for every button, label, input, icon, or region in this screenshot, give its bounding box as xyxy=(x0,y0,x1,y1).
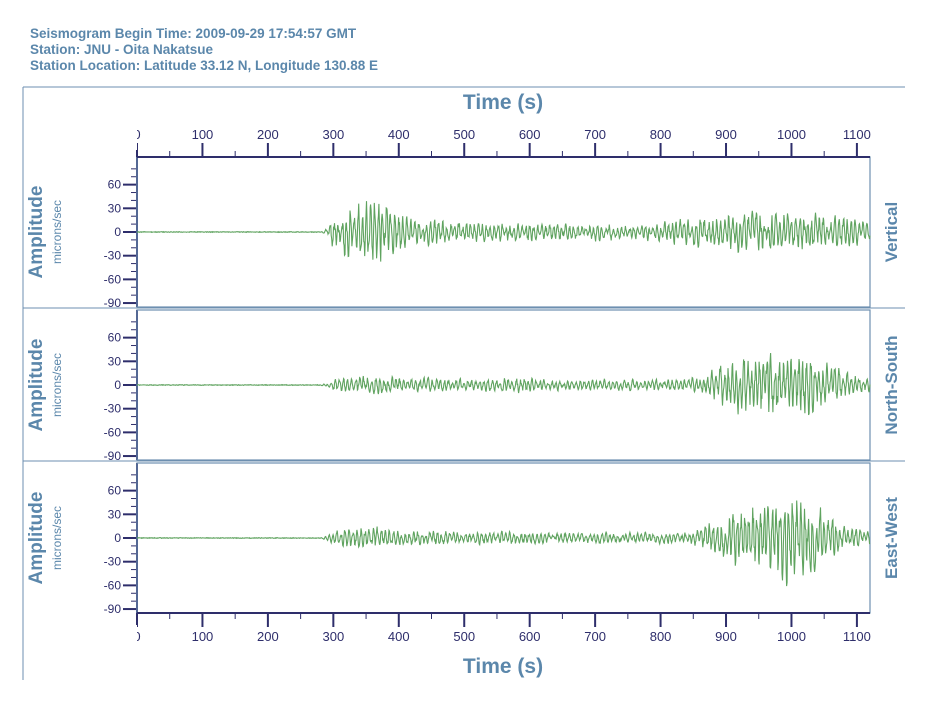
y-tick-label: -60 xyxy=(104,272,122,286)
time-axis-bottom: 010020030040050060070080090010001100Time… xyxy=(133,612,871,678)
panel-vertical: -90 -60 -30 0 30 60 Amplitude microns/sec Vertic… xyxy=(26,156,901,310)
units-label: microns/sec xyxy=(50,353,64,417)
tick-clip-bottom-left xyxy=(128,625,137,651)
waveform-north-south xyxy=(136,352,871,416)
x-tick-label: 700 xyxy=(584,127,606,142)
station-location-label: Station Location: Latitude 33.12 N, Long… xyxy=(30,58,379,73)
x-tick-label: 400 xyxy=(388,127,410,142)
panel-north-south: -90 -60 -30 0 30 60 Amplitude microns/sec North-… xyxy=(26,309,901,463)
time-axis-title: Time (s) xyxy=(463,655,543,678)
amplitude-label: Amplitude xyxy=(26,186,47,279)
x-tick-label: 600 xyxy=(519,629,541,644)
time-axes: 010020030040050060070080090010001100Time… xyxy=(128,91,881,678)
tick-clip-top xyxy=(871,120,881,150)
x-tick-label: 1000 xyxy=(777,629,806,644)
time-axis-top: 010020030040050060070080090010001100Time… xyxy=(133,91,871,158)
waveform-east-west xyxy=(136,500,871,587)
x-tick-label: 1100 xyxy=(843,629,871,644)
component-label-vertical: Vertical xyxy=(882,202,901,263)
outer-frame xyxy=(22,86,905,680)
units-label: microns/sec xyxy=(50,506,64,570)
x-tick-label: 800 xyxy=(650,629,672,644)
panel-east-west: -90 -60 -30 0 30 60 Amplitude microns/sec East-W… xyxy=(26,462,901,616)
component-label-east-west: East-West xyxy=(882,497,901,579)
tick-clip-top-left xyxy=(128,120,137,150)
x-tick-label: 200 xyxy=(257,127,279,142)
x-tick-label: 400 xyxy=(388,629,410,644)
begin-time-label: Seismogram Begin Time: 2009-09-29 17:54:… xyxy=(30,26,357,41)
y-tick-label: 60 xyxy=(108,331,122,345)
y-tick-label: 60 xyxy=(108,178,122,192)
x-tick-label: 500 xyxy=(453,629,475,644)
y-tick-label: -60 xyxy=(104,425,122,439)
y-tick-label: 60 xyxy=(108,484,122,498)
y-tick-label: 30 xyxy=(108,354,122,368)
y-tick-label: -90 xyxy=(104,449,122,463)
y-tick-label: -60 xyxy=(104,578,122,592)
x-tick-label: 300 xyxy=(322,127,344,142)
y-tick-label: -90 xyxy=(104,296,122,310)
y-tick-label: -30 xyxy=(104,402,122,416)
units-label: microns/sec xyxy=(50,200,64,264)
amplitude-label: Amplitude xyxy=(26,339,47,432)
y-tick-label: -30 xyxy=(104,555,122,569)
x-tick-label: 500 xyxy=(453,127,475,142)
x-tick-label: 200 xyxy=(257,629,279,644)
amplitude-label: Amplitude xyxy=(26,492,47,585)
station-label: Station: JNU - Oita Nakatsue xyxy=(30,42,214,57)
x-tick-label: 900 xyxy=(715,127,737,142)
chart-header: Seismogram Begin Time: 2009-09-29 17:54:… xyxy=(30,26,378,74)
x-tick-label: 700 xyxy=(584,629,606,644)
y-tick-label: 30 xyxy=(108,201,122,215)
y-tick-label: 30 xyxy=(108,507,122,521)
time-axis-title: Time (s) xyxy=(463,91,543,114)
component-label-north-south: North-South xyxy=(882,335,901,434)
x-tick-label: 100 xyxy=(192,127,214,142)
y-tick-label: 0 xyxy=(114,378,121,392)
tick-clip-bottom xyxy=(871,625,881,651)
x-tick-label: 600 xyxy=(519,127,541,142)
y-tick-label: -90 xyxy=(104,602,122,616)
y-tick-label: -30 xyxy=(104,249,122,263)
x-tick-label: 1000 xyxy=(777,127,806,142)
x-tick-label: 900 xyxy=(715,629,737,644)
y-tick-label: 0 xyxy=(114,531,121,545)
x-tick-label: 1100 xyxy=(843,127,871,142)
x-tick-label: 300 xyxy=(322,629,344,644)
waveform-vertical xyxy=(136,201,871,262)
x-tick-label: 800 xyxy=(650,127,672,142)
x-tick-label: 100 xyxy=(192,629,214,644)
y-tick-label: 0 xyxy=(114,225,121,239)
